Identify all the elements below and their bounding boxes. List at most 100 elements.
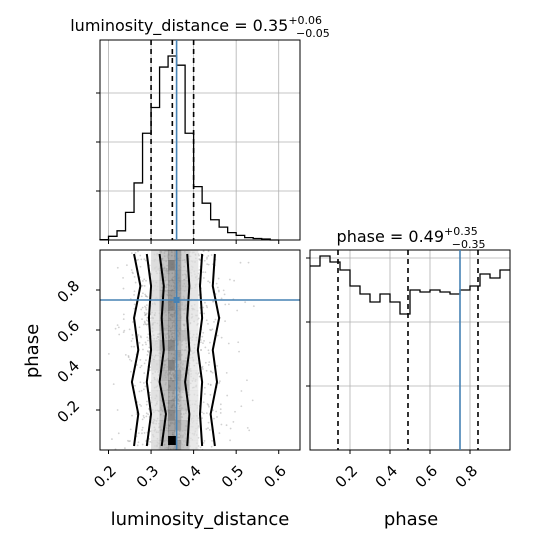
scatter-point — [228, 303, 230, 306]
scatter-point — [141, 318, 143, 321]
scatter-point — [246, 379, 248, 382]
scatter-point — [248, 429, 251, 432]
scatter-point — [198, 269, 201, 271]
density-cell — [151, 300, 161, 311]
density-cell — [168, 330, 175, 341]
scatter-point — [142, 388, 145, 391]
scatter-point — [131, 321, 134, 323]
scatter-point — [206, 403, 209, 405]
density-cell — [180, 290, 190, 301]
density-cell — [151, 320, 161, 331]
density-cell — [151, 350, 161, 361]
scatter-point — [144, 313, 147, 316]
scatter-point — [198, 254, 200, 257]
density-cell — [189, 430, 199, 441]
density-cell — [180, 400, 190, 411]
joint-panel — [96, 249, 301, 454]
scatter-point — [129, 440, 131, 442]
scatter-point — [145, 306, 147, 309]
scatter-point — [202, 331, 205, 334]
density-cell — [151, 390, 161, 401]
scatter-point — [198, 375, 201, 378]
scatter-point — [209, 370, 212, 373]
scatter-point — [131, 334, 134, 336]
density-cell — [180, 350, 190, 361]
scatter-point — [209, 384, 212, 387]
scatter-point — [219, 408, 222, 411]
scatter-point — [147, 339, 149, 342]
scatter-point — [227, 342, 230, 345]
phase-histogram-panel — [306, 249, 511, 454]
scatter-point — [204, 361, 207, 364]
scatter-point — [118, 333, 121, 336]
scatter-point — [210, 445, 213, 448]
scatter-point — [209, 393, 212, 396]
density-cell — [168, 380, 175, 391]
scatter-point — [202, 412, 205, 415]
scatter-point — [141, 426, 144, 429]
density-cell — [189, 420, 199, 431]
scatter-point — [146, 296, 149, 298]
scatter-point — [143, 320, 146, 323]
density-cell — [180, 410, 190, 421]
scatter-point — [133, 307, 136, 310]
density-cell — [151, 310, 161, 321]
scatter-point — [209, 383, 212, 386]
density-cell — [174, 390, 182, 401]
scatter-point — [217, 277, 220, 280]
scatter-point — [216, 416, 218, 418]
scatter-point — [202, 342, 204, 345]
density-cell — [189, 290, 199, 301]
scatter-point — [148, 346, 151, 349]
scatter-point — [203, 312, 206, 315]
scatter-point — [141, 284, 144, 287]
scatter-point — [135, 413, 138, 416]
tick-labels: 0.2 0.3 0.4 0.5 0.6 0.2 0.4 0.6 0.8 0.2 0.4 0.6 0.8 — [54, 277, 482, 492]
density-cell — [151, 380, 161, 391]
scatter-point — [145, 403, 148, 406]
density-cell — [189, 380, 199, 391]
scatter-point — [198, 258, 201, 261]
density-cell — [159, 390, 169, 401]
scatter-point — [130, 340, 133, 342]
scatter-point — [122, 331, 125, 334]
density-cell — [174, 430, 182, 441]
scatter-point — [201, 411, 203, 414]
scatter-point — [209, 341, 211, 344]
scatter-point — [147, 443, 150, 446]
scatter-point — [144, 295, 147, 297]
scatter-point — [128, 358, 131, 361]
density-cell — [189, 320, 199, 331]
scatter-point — [205, 412, 208, 415]
scatter-point — [133, 345, 136, 348]
density-cell — [180, 310, 190, 321]
scatter-point — [220, 423, 223, 426]
scatter-point — [133, 294, 135, 296]
density-cell — [168, 250, 175, 261]
scatter-point — [146, 336, 149, 339]
density-cell — [151, 280, 161, 291]
ld-title-sub: −0.05 — [296, 27, 330, 40]
scatter-point — [202, 250, 205, 253]
scatter-point — [203, 339, 205, 342]
scatter-point — [140, 308, 143, 311]
scatter-point — [122, 287, 125, 290]
scatter-point — [206, 263, 209, 266]
scatter-point — [210, 254, 213, 256]
density-cell — [180, 280, 190, 291]
scatter-point — [247, 261, 250, 264]
scatter-point — [224, 303, 227, 306]
tick-label-phase-y: 0.8 — [54, 277, 84, 307]
tick-label-ld: 0.4 — [175, 462, 205, 492]
scatter-point — [140, 364, 143, 367]
density-cell — [159, 410, 169, 421]
scatter-point — [145, 343, 147, 346]
scatter-point — [239, 261, 242, 264]
scatter-point — [134, 384, 136, 387]
density-cell — [159, 380, 169, 391]
scatter-point — [141, 280, 144, 282]
ld-title-main: luminosity_distance = 0.35 — [70, 16, 288, 36]
y-axis-label-phase: phase — [22, 324, 43, 378]
density-cell — [151, 430, 161, 441]
density-cell — [189, 250, 199, 261]
